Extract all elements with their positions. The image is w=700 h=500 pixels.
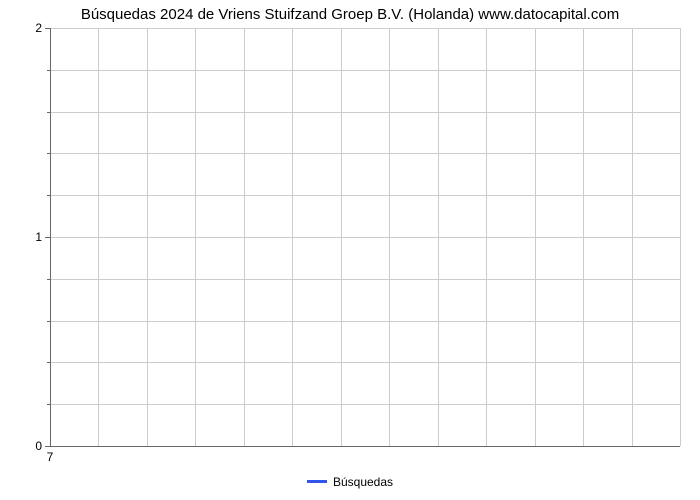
grid-line-horizontal [50, 404, 680, 405]
y-tick-label: 1 [12, 230, 42, 244]
y-tick-mark [45, 237, 50, 238]
grid-line-horizontal [50, 195, 680, 196]
y-axis-line [50, 28, 51, 446]
y-minor-tick [47, 153, 50, 154]
grid-line-horizontal [50, 112, 680, 113]
chart-title: Búsquedas 2024 de Vriens Stuifzand Groep… [0, 6, 700, 23]
y-minor-tick [47, 70, 50, 71]
y-minor-tick [47, 112, 50, 113]
legend: Búsquedas [0, 474, 700, 489]
plot-area [50, 28, 680, 446]
y-minor-tick [47, 362, 50, 363]
grid-line-horizontal [50, 321, 680, 322]
x-tick-label: 7 [47, 450, 54, 464]
y-minor-tick [47, 404, 50, 405]
legend-swatch [307, 480, 327, 483]
grid-line-horizontal [50, 70, 680, 71]
y-tick-mark [45, 446, 50, 447]
grid-line-horizontal [50, 28, 680, 29]
y-minor-tick [47, 321, 50, 322]
grid-line-horizontal [50, 362, 680, 363]
grid-line-horizontal [50, 237, 680, 238]
grid-line-horizontal [50, 279, 680, 280]
legend-label: Búsquedas [333, 475, 393, 489]
y-minor-tick [47, 279, 50, 280]
y-tick-mark [45, 28, 50, 29]
grid-line-vertical [680, 28, 681, 446]
y-minor-tick [47, 195, 50, 196]
y-tick-label: 0 [12, 439, 42, 453]
y-tick-label: 2 [12, 21, 42, 35]
x-axis-line [50, 446, 680, 447]
grid-line-horizontal [50, 153, 680, 154]
